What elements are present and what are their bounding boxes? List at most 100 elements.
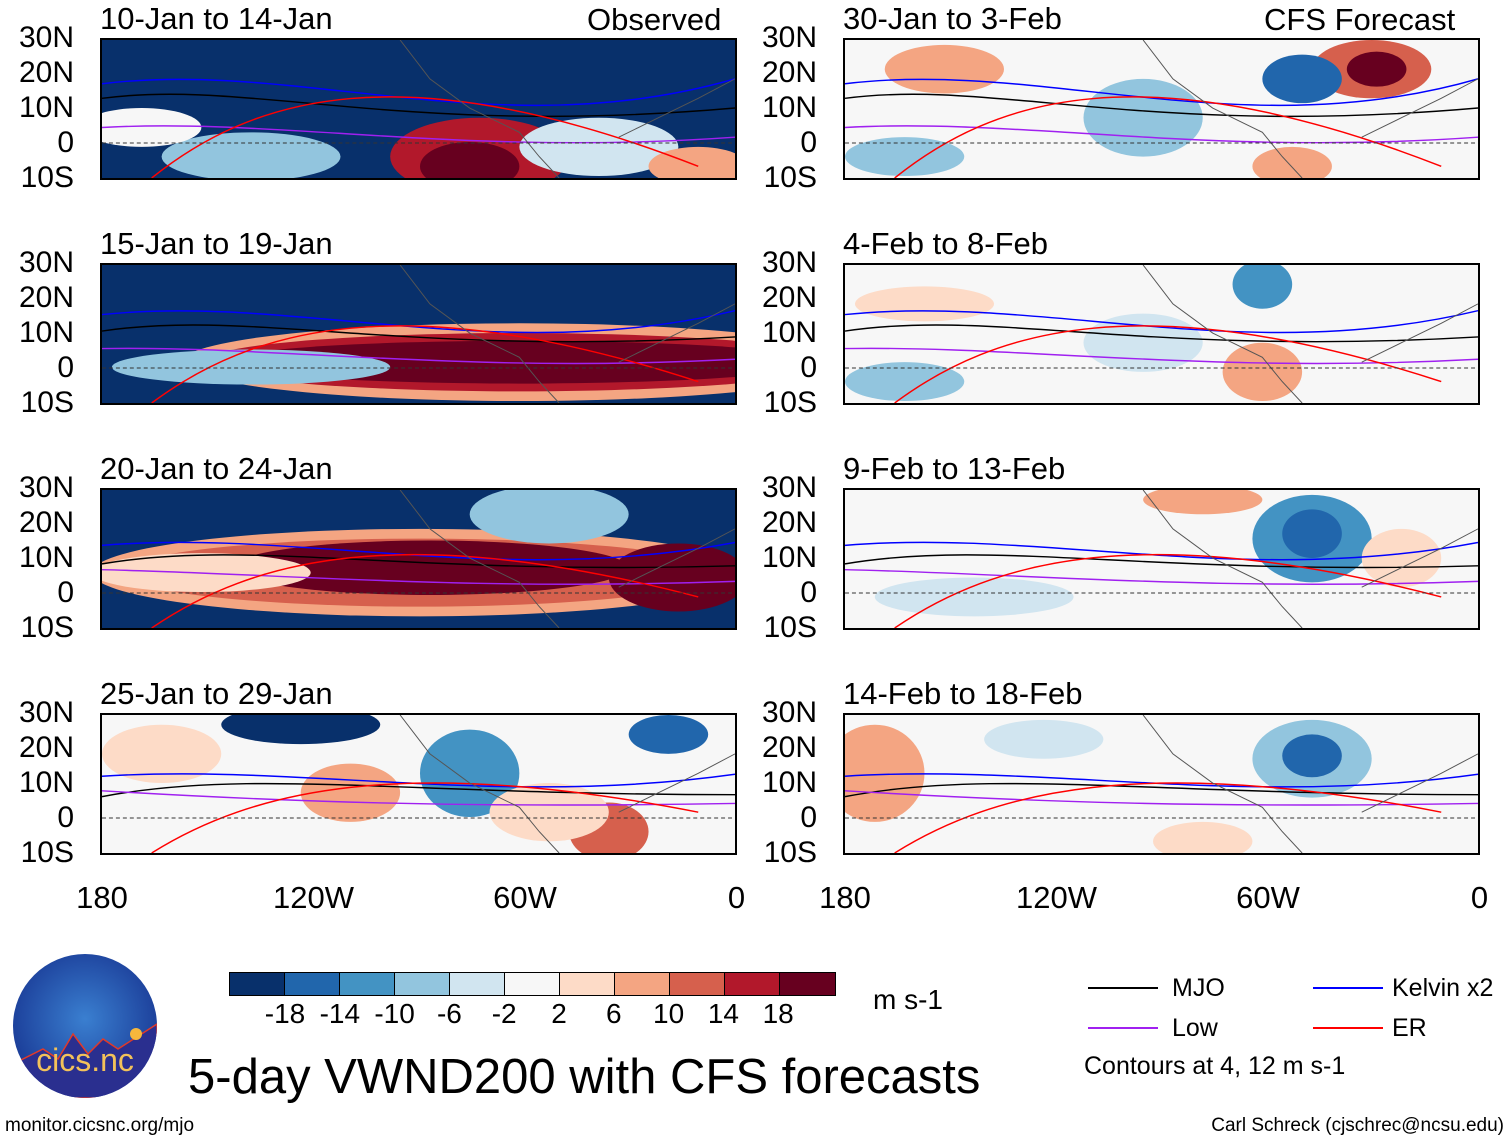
lat-label: 30N xyxy=(761,696,817,729)
low-contour xyxy=(102,125,735,144)
low-contour xyxy=(845,347,1478,365)
legend-low: Low xyxy=(1172,1014,1218,1042)
anomaly-shading xyxy=(519,117,679,177)
lat-label: 30N xyxy=(18,696,74,729)
lat-label: 20N xyxy=(18,56,74,89)
anomaly-shading xyxy=(1153,821,1253,853)
coastline xyxy=(399,40,735,178)
anomaly-shading xyxy=(111,349,391,385)
map-panel xyxy=(843,488,1480,630)
colorbar-swatch xyxy=(230,973,285,995)
lat-label: 20N xyxy=(761,731,817,764)
low-contour xyxy=(845,568,1478,585)
colorbar-swatch xyxy=(725,973,780,995)
lon-label: 60W xyxy=(1236,880,1300,915)
er-contour xyxy=(151,96,699,178)
legend-line-kelvin xyxy=(1313,987,1383,989)
panel-title: 14-Feb to 18-Feb xyxy=(843,676,1083,711)
colorbar-label: 18 xyxy=(762,998,794,1029)
panel-title: 15-Jan to 19-Jan xyxy=(100,226,333,261)
colorbar-swatch xyxy=(560,973,615,995)
lat-label: 10N xyxy=(761,91,817,124)
coastline xyxy=(399,490,735,628)
lat-label: 10S xyxy=(20,611,74,644)
footer-author: Carl Schreck (cjschrec@ncsu.edu) xyxy=(1211,1115,1504,1136)
map-panel xyxy=(100,38,737,180)
lat-label: 30N xyxy=(761,246,817,279)
anomaly-shading xyxy=(1143,490,1263,515)
lat-label: 10N xyxy=(18,541,74,574)
panel-title: 30-Jan to 3-Feb xyxy=(843,1,1062,36)
lat-label: 0 xyxy=(800,801,817,834)
page-title: 5-day VWND200 with CFS forecasts xyxy=(188,1050,981,1104)
anomaly-shading xyxy=(1282,509,1342,559)
anomaly-shading xyxy=(102,724,222,784)
coastline xyxy=(399,715,735,853)
lat-label: 10S xyxy=(20,386,74,419)
lon-label: 0 xyxy=(1470,880,1489,915)
anomaly-shading xyxy=(1222,342,1303,402)
lon-label: 180 xyxy=(76,880,128,915)
map-panel xyxy=(100,488,737,630)
lat-label: 20N xyxy=(761,506,817,539)
er-contour xyxy=(894,553,1442,628)
colorbar-swatch xyxy=(340,973,395,995)
lat-label: 30N xyxy=(761,21,817,54)
lat-label: 20N xyxy=(18,281,74,314)
colorbar-label: -14 xyxy=(319,998,361,1029)
lat-label: 0 xyxy=(800,351,817,384)
er-contour xyxy=(151,553,699,628)
er-contour xyxy=(151,782,699,853)
lat-label: 10N xyxy=(761,316,817,349)
lon-label: 0 xyxy=(727,880,746,915)
panel-title: 10-Jan to 14-Jan xyxy=(100,1,333,36)
colorbar-swatch xyxy=(395,973,450,995)
lat-label: 10N xyxy=(18,316,74,349)
lon-label: 60W xyxy=(493,880,557,915)
er-contour xyxy=(894,782,1442,853)
low-contour xyxy=(102,347,735,365)
lat-label: 10S xyxy=(763,836,817,869)
anomaly-shading xyxy=(1232,265,1293,309)
map-panel xyxy=(843,38,1480,180)
legend-er: ER xyxy=(1392,1014,1427,1042)
colorbar-label: 2 xyxy=(551,998,567,1029)
anomaly-shading xyxy=(231,540,629,595)
coastline xyxy=(1142,40,1478,178)
anomaly-shading xyxy=(161,132,341,178)
lat-label: 0 xyxy=(57,801,74,834)
lat-label: 0 xyxy=(57,576,74,609)
mjo-contour xyxy=(845,324,1478,343)
mjo-contour xyxy=(845,93,1478,118)
er-contour xyxy=(894,325,1442,403)
mjo-contour xyxy=(102,782,735,798)
legend-kelvin: Kelvin x2 xyxy=(1392,974,1494,1002)
map-panel xyxy=(843,713,1480,855)
footer-url: monitor.cicsnc.org/mjo xyxy=(5,1115,195,1136)
logo-text: cics.nc xyxy=(36,1042,134,1078)
colorbar-swatch xyxy=(615,973,670,995)
anomaly-shading xyxy=(1361,528,1442,588)
anomaly-shading xyxy=(854,286,995,322)
lat-label: 30N xyxy=(18,471,74,504)
anomaly-shading xyxy=(489,783,609,842)
lon-label: 180 xyxy=(819,880,871,915)
map-panel xyxy=(100,263,737,405)
anomaly-shading xyxy=(648,146,735,178)
panel-title: 25-Jan to 29-Jan xyxy=(100,676,333,711)
anomaly-shading xyxy=(845,137,965,177)
colorbar-units: m s-1 xyxy=(873,984,943,1015)
anomaly-shading xyxy=(1083,78,1203,157)
lat-label: 0 xyxy=(57,126,74,159)
colorbar-label: 6 xyxy=(606,998,622,1029)
colorbar-swatch xyxy=(780,973,835,995)
legend-line-er xyxy=(1313,1027,1383,1029)
cics-logo: cics.nc xyxy=(13,954,157,1098)
colorbar-label: -2 xyxy=(491,998,517,1029)
lat-label: 10S xyxy=(20,161,74,194)
lat-label: 20N xyxy=(18,731,74,764)
anomaly-shading xyxy=(608,543,735,612)
panel-title: 4-Feb to 8-Feb xyxy=(843,226,1049,261)
colorbar-label: 10 xyxy=(653,998,685,1029)
coastline xyxy=(1142,265,1478,403)
